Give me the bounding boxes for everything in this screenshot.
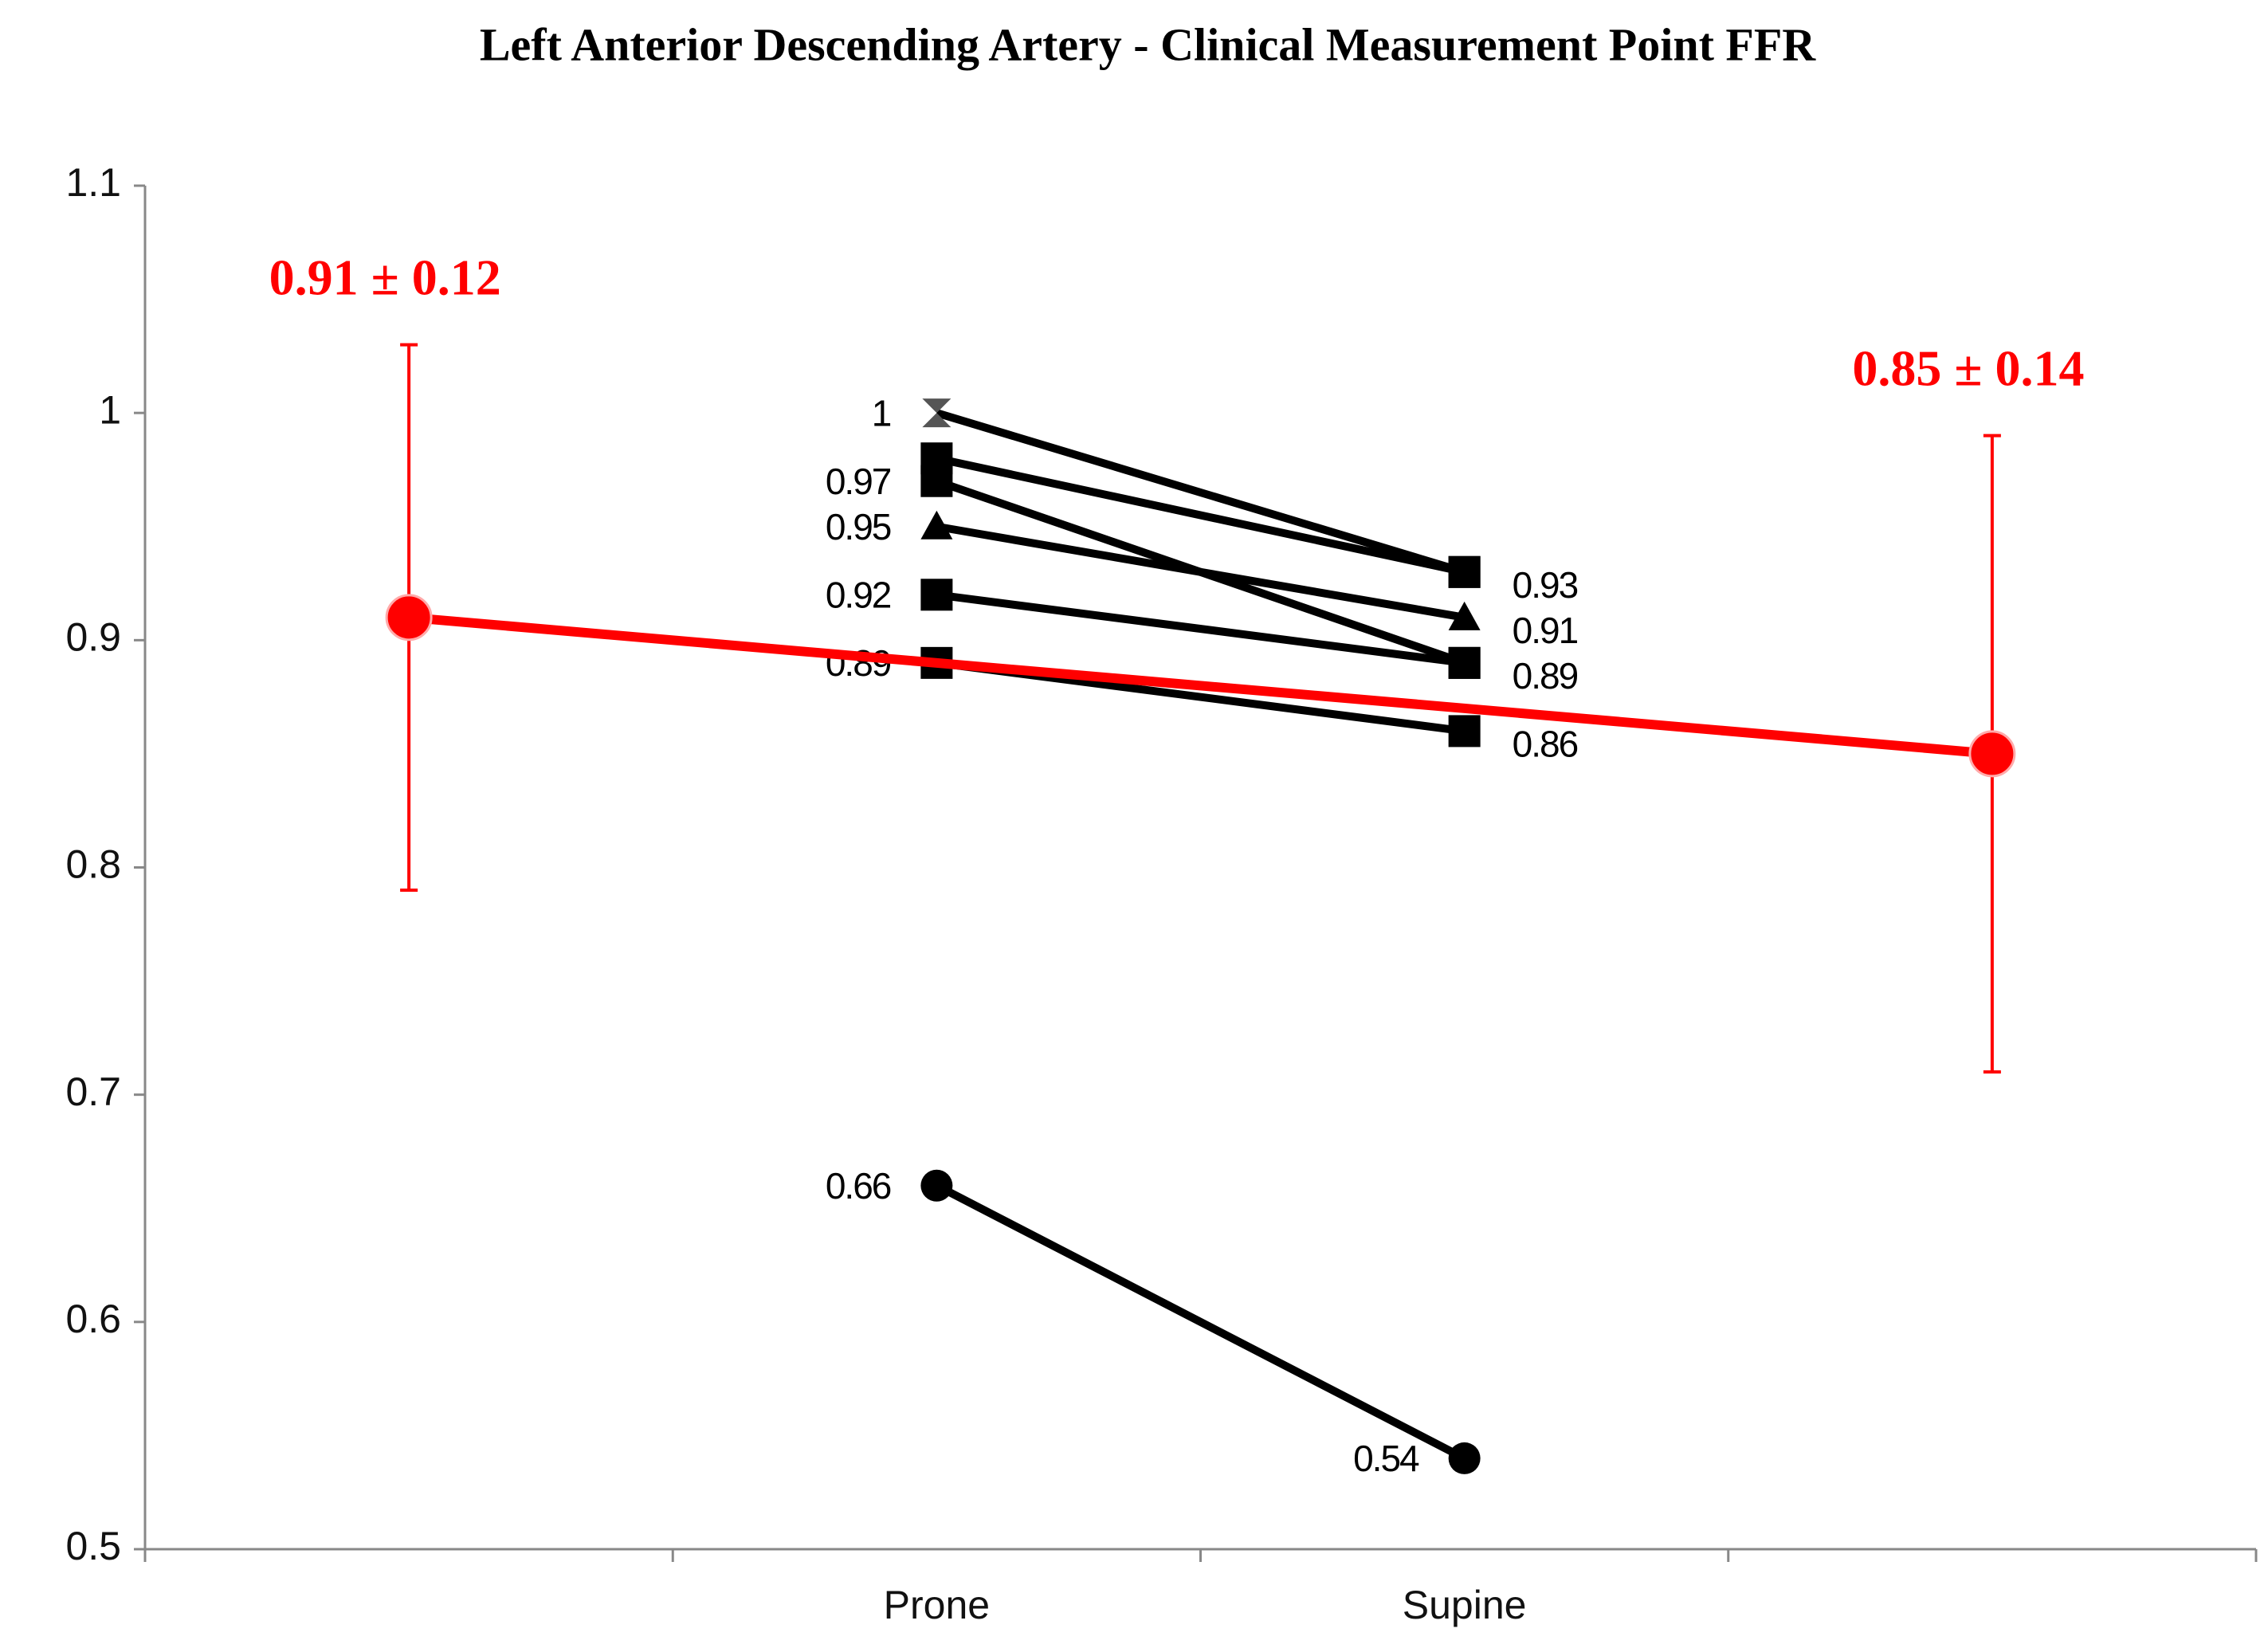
marker xyxy=(1448,646,1481,679)
marker xyxy=(385,594,433,642)
x-tick-label: Prone xyxy=(884,1583,990,1627)
marker xyxy=(1448,1442,1481,1474)
value-label: 0.86 xyxy=(1513,724,1578,765)
marker xyxy=(920,579,953,611)
value-label: 0.89 xyxy=(826,642,891,684)
value-label: 1 xyxy=(872,392,891,434)
series-line xyxy=(936,522,1466,622)
marker xyxy=(920,1169,953,1202)
value-label: 0.91 xyxy=(1513,610,1578,651)
marker xyxy=(1448,715,1481,748)
value-label: 0.54 xyxy=(1353,1438,1419,1479)
series-line xyxy=(935,409,1466,576)
series-line xyxy=(936,454,1466,576)
marker xyxy=(922,398,952,428)
value-label: 0.97 xyxy=(826,461,891,502)
chart-title: Left Anterior Descending Artery - Clinic… xyxy=(480,18,1816,70)
value-label: 0.92 xyxy=(826,574,891,615)
marker xyxy=(920,510,953,540)
series-line xyxy=(408,612,1993,759)
marker xyxy=(1968,730,2016,778)
y-tick-label: 0.7 xyxy=(65,1069,121,1114)
value-label: 0.89 xyxy=(1513,655,1578,697)
y-tick-label: 0.9 xyxy=(65,615,121,660)
marker xyxy=(920,465,953,497)
x-tick-label: Supine xyxy=(1403,1583,1527,1627)
series-line xyxy=(935,1182,1466,1462)
value-label: 0.66 xyxy=(826,1165,891,1207)
value-label: 0.95 xyxy=(826,506,891,547)
value-label: 0.93 xyxy=(1513,564,1578,606)
y-tick-label: 0.8 xyxy=(65,842,121,887)
series-line xyxy=(936,591,1466,667)
y-tick-label: 1.1 xyxy=(65,160,121,205)
y-tick-label: 0.5 xyxy=(65,1524,121,1568)
y-tick-label: 0.6 xyxy=(65,1297,121,1341)
marker xyxy=(1448,555,1481,588)
value-annotation: 0.91 ± 0.12 xyxy=(269,249,501,305)
value-annotation: 0.85 ± 0.14 xyxy=(1852,339,2084,396)
y-tick-label: 1 xyxy=(99,387,121,432)
marker xyxy=(1448,601,1481,630)
